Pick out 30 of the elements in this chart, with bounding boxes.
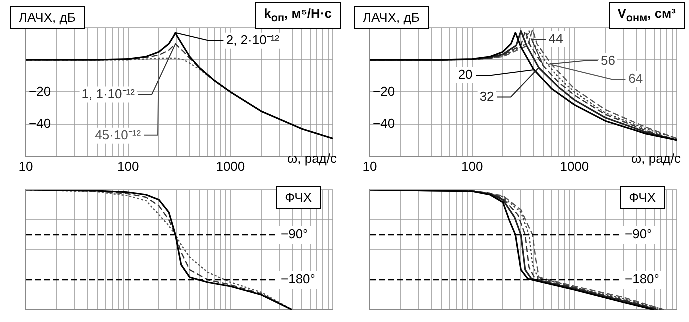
x-axis-title: ω, рад/с xyxy=(631,151,681,166)
x-tick-label: 100 xyxy=(117,158,140,174)
y-tick-label: −40 xyxy=(373,116,396,131)
legend-title: k$_{оп}$, м⁵/Н·с xyxy=(255,2,341,29)
text: 45·10⁻¹² xyxy=(95,127,142,142)
text: 1, 1·10⁻¹² xyxy=(82,86,136,102)
y-axis-title: ЛАЧХ, дБ xyxy=(354,6,429,29)
x-tick-label: 1000 xyxy=(560,158,590,174)
ref-line-label: −90° xyxy=(281,226,308,242)
x-tick-label: 10 xyxy=(18,158,34,174)
legend-label: 56 xyxy=(601,52,616,68)
text: 32 xyxy=(480,88,494,104)
ref-line-label: −180° xyxy=(281,272,316,287)
series-label: 20 xyxy=(458,67,473,82)
x-axis-title: ω, рад/с xyxy=(287,151,337,166)
y-axis-title: ФЧХ xyxy=(620,186,665,209)
y-tick-label: −40 xyxy=(29,116,52,131)
x-tick-label: 10 xyxy=(362,158,378,174)
legend-title: V$_{онм}$, см³ xyxy=(608,2,685,29)
y-tick-label: −20 xyxy=(29,84,52,99)
y-tick-label: −20 xyxy=(373,84,396,99)
x-tick-label: 100 xyxy=(461,158,484,174)
legend-label: 2, 2·10⁻¹² xyxy=(226,32,280,48)
series-label: 44 xyxy=(548,31,564,46)
x-tick-label: 1000 xyxy=(216,158,246,174)
text: 64 xyxy=(628,70,644,86)
ref-line-label: −180° xyxy=(625,272,660,287)
y-axis-title: ФЧХ xyxy=(276,186,321,209)
ref-line-label: −90° xyxy=(625,226,652,242)
y-axis-title: ЛАЧХ, дБ xyxy=(10,6,85,29)
